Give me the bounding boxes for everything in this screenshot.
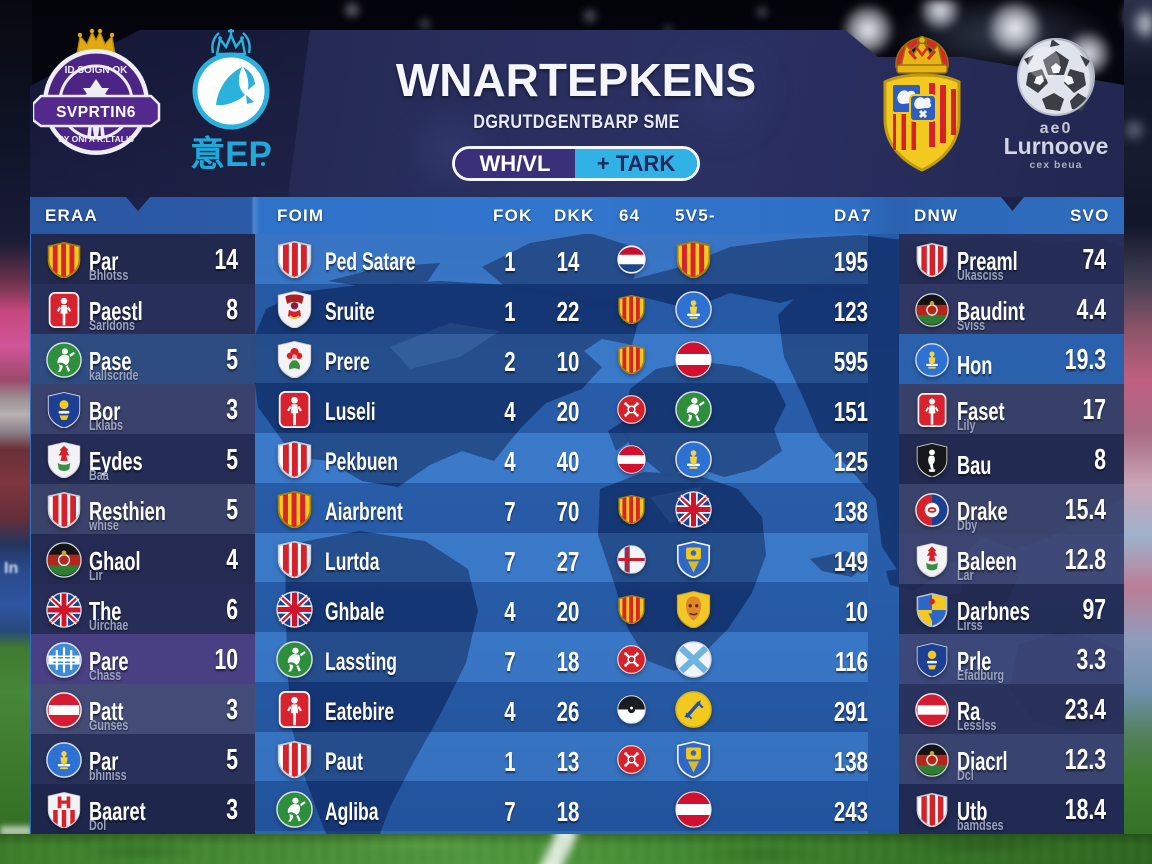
- svg-text:意EP: 意EP: [190, 135, 272, 174]
- svg-text:Lurnoove: Lurnoove: [1004, 133, 1109, 159]
- svg-text:ID SOIGN OK: ID SOIGN OK: [65, 65, 129, 76]
- svg-text:cex beua: cex beua: [1030, 159, 1083, 171]
- svg-text:SY ONI A R.LTALIS: SY ONI A R.LTALIS: [58, 134, 134, 144]
- svg-text:SVPRTIN6: SVPRTIN6: [56, 104, 136, 121]
- svg-text:ae0: ae0: [1040, 120, 1073, 137]
